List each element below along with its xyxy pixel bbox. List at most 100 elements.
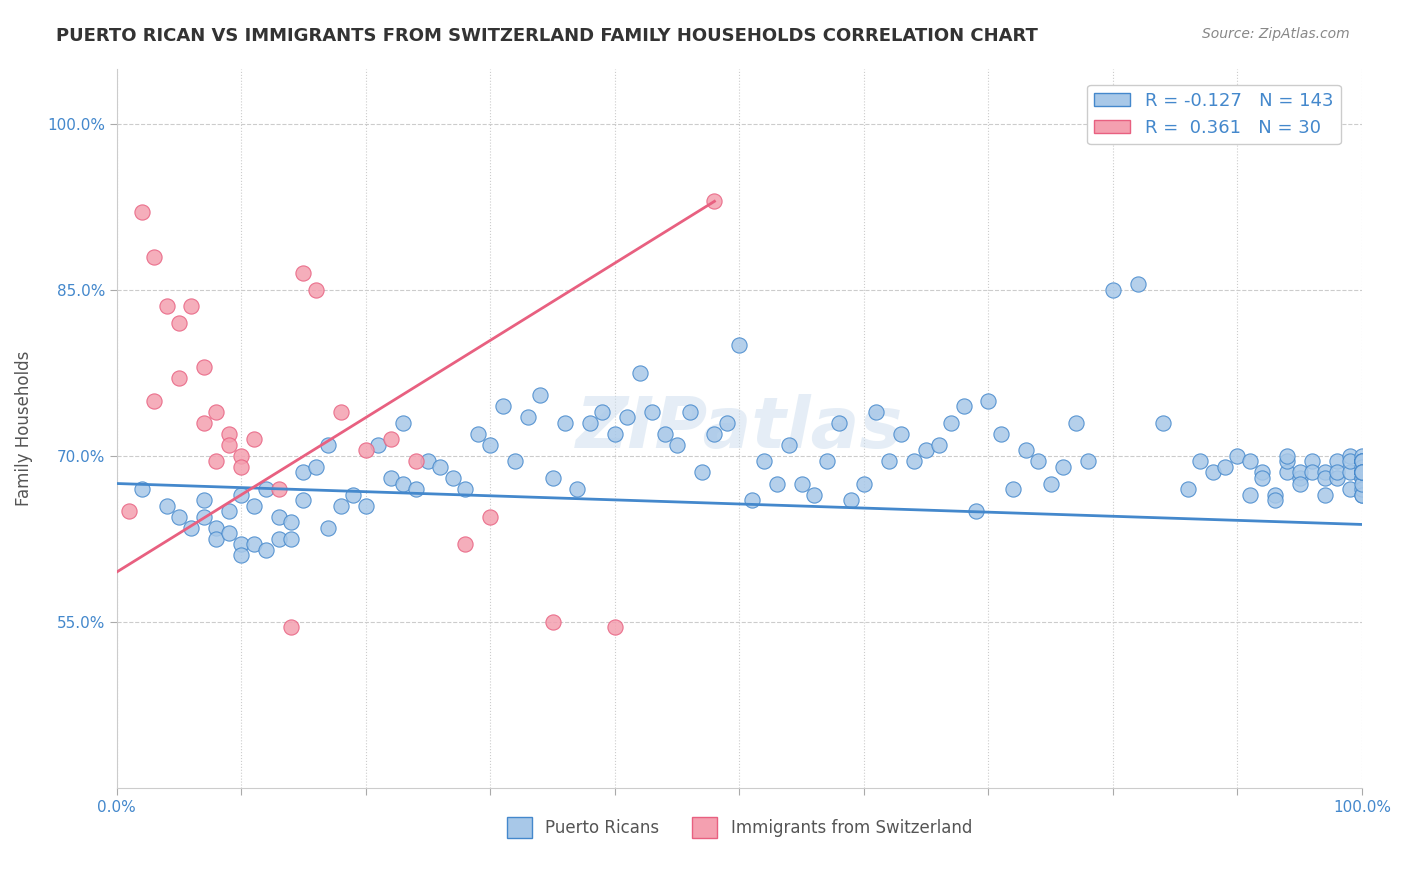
Point [318,521,340,535]
Point [392,416,415,430]
Point [180,300,202,314]
Y-axis label: Family Households: Family Households [15,351,32,506]
Point [939,416,962,430]
Point [1264,493,1286,508]
Point [479,509,502,524]
Point [342,487,364,501]
Point [1351,466,1374,480]
Text: ZIPatlas: ZIPatlas [575,393,903,463]
Point [1313,466,1336,480]
Point [1288,476,1310,491]
Point [143,250,166,264]
Point [380,432,402,446]
Point [1339,482,1361,496]
Point [754,454,776,468]
Point [728,338,751,352]
Point [1239,487,1261,501]
Point [1351,454,1374,468]
Point [231,487,253,501]
Point [416,454,439,468]
Point [292,466,315,480]
Point [716,416,738,430]
Point [1351,454,1374,468]
Point [790,476,813,491]
Point [1226,449,1249,463]
Point [952,399,974,413]
Point [367,438,389,452]
Point [1026,454,1049,468]
Point [1288,471,1310,485]
Point [1351,454,1374,468]
Point [915,443,938,458]
Point [280,515,302,529]
Point [392,476,415,491]
Point [193,509,215,524]
Point [1152,416,1174,430]
Point [267,482,290,496]
Point [1351,466,1374,480]
Point [1351,482,1374,496]
Point [231,449,253,463]
Point [1064,416,1087,430]
Point [815,454,838,468]
Point [579,416,602,430]
Point [205,521,228,535]
Point [205,404,228,418]
Point [628,366,651,380]
Point [828,416,851,430]
Point [778,438,800,452]
Point [1189,454,1212,468]
Point [616,410,638,425]
Point [1213,459,1236,474]
Point [977,393,1000,408]
Point [231,549,253,563]
Point [492,399,515,413]
Point [280,532,302,546]
Point [1351,466,1374,480]
Point [890,426,912,441]
Point [193,416,215,430]
Point [354,499,377,513]
Point [180,521,202,535]
Point [1339,466,1361,480]
Point [1339,454,1361,468]
Point [1277,449,1299,463]
Point [654,426,676,441]
Point [641,404,664,418]
Point [329,499,352,513]
Point [516,410,538,425]
Point [1251,466,1274,480]
Point [131,205,153,219]
Point [429,459,451,474]
Point [765,476,787,491]
Point [1301,466,1323,480]
Point [305,459,328,474]
Point [865,404,887,418]
Point [1251,471,1274,485]
Point [1277,466,1299,480]
Point [218,526,240,541]
Point [703,194,725,209]
Point [1326,454,1348,468]
Point [380,471,402,485]
Point [254,542,277,557]
Point [167,509,190,524]
Point [928,438,950,452]
Point [155,499,177,513]
Point [666,438,689,452]
Point [1313,487,1336,501]
Point [1351,466,1374,480]
Point [467,426,489,441]
Text: Source: ZipAtlas.com: Source: ZipAtlas.com [1202,27,1350,41]
Point [280,620,302,634]
Point [1351,487,1374,501]
Point [454,537,477,551]
Point [267,532,290,546]
Point [1351,466,1374,480]
Point [231,537,253,551]
Point [1351,454,1374,468]
Point [1015,443,1038,458]
Point [292,493,315,508]
Point [267,509,290,524]
Point [503,454,526,468]
